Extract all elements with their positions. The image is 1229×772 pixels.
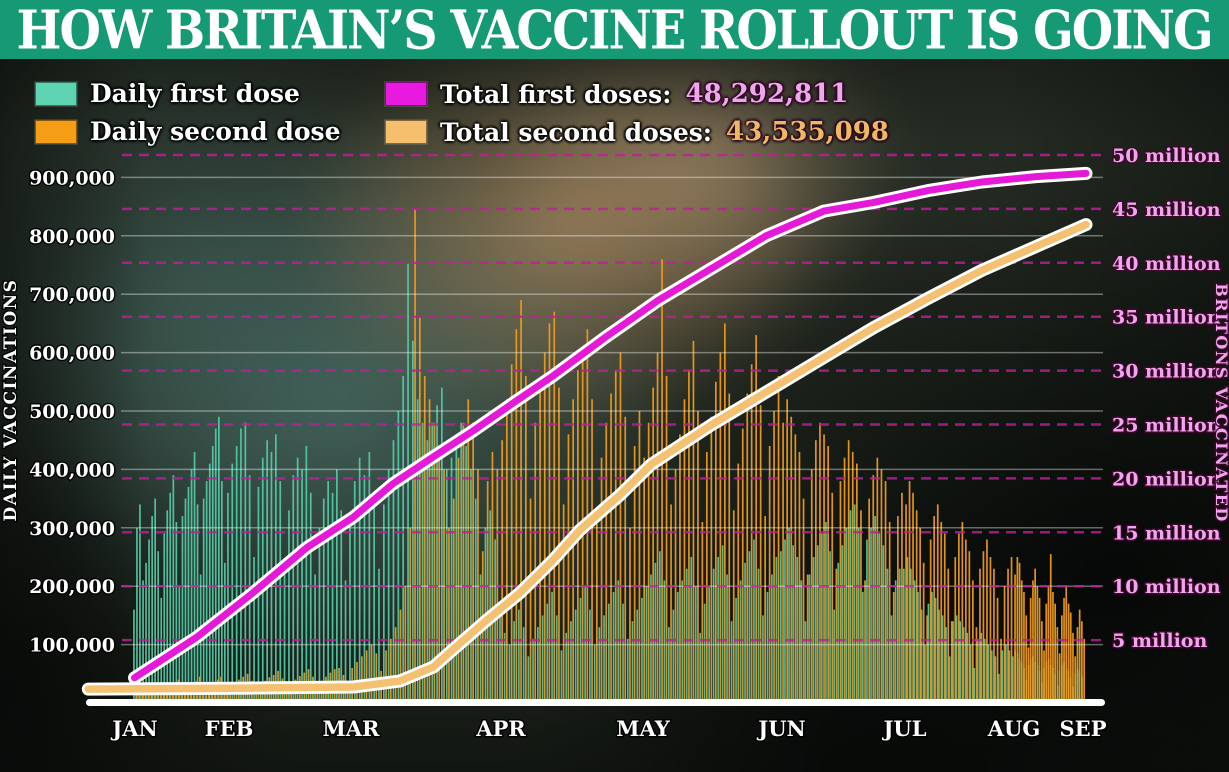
left-tick-label: 300,000	[29, 518, 115, 540]
left-tick-label: 400,000	[29, 459, 115, 481]
legend-item-total-second: Total second doses: 43,535,098	[385, 117, 889, 147]
legend-item-daily-second: Daily second dose	[35, 117, 340, 146]
gridlines-right-axis	[122, 153, 1103, 642]
month-label: SEP	[1060, 716, 1107, 741]
total-second-label: Total second doses:	[440, 117, 713, 147]
left-tick-label: 700,000	[29, 284, 115, 306]
left-tick-label: 500,000	[29, 401, 115, 423]
line-total-second-doses	[81, 218, 1093, 696]
right-tick-label: 10 million	[1112, 576, 1221, 598]
total-first-label: Total first doses:	[440, 79, 672, 109]
left-axis-tick-labels: 100,000 200,000 300,000 400,000 500,000 600,0…	[28, 166, 117, 658]
right-tick-label: 5 million	[1112, 630, 1207, 652]
left-axis-title: DAILY VACCINATIONS	[1, 279, 21, 522]
page-title: HOW BRITAIN’S VACCINE ROLLOUT IS GOING	[16, 0, 1214, 61]
right-axis-tick-labels: 5 million 10 million 15 million 20 million 2…	[1111, 144, 1223, 654]
month-label: JUN	[756, 716, 805, 741]
right-tick-label: 30 million	[1112, 361, 1221, 383]
legend-item-daily-first: Daily first dose	[35, 79, 300, 108]
month-label: AUG	[987, 716, 1041, 741]
x-axis-month-labels: JAN FEB MAR APR MAY JUN JUL AUG SEP	[109, 715, 1108, 743]
daily-second-swatch	[35, 119, 77, 144]
right-tick-label: 15 million	[1112, 522, 1221, 544]
month-label: FEB	[205, 716, 254, 741]
daily-first-swatch	[35, 81, 77, 106]
right-axis-title: BRITONS VACCINATED	[1212, 283, 1229, 523]
right-tick-label: 25 million	[1112, 415, 1221, 437]
left-tick-label: 200,000	[29, 576, 115, 598]
left-tick-label: 900,000	[29, 167, 115, 189]
daily-second-label: Daily second dose	[90, 117, 341, 146]
total-second-value: 43,535,098	[726, 117, 889, 147]
daily-first-label: Daily first dose	[90, 79, 300, 108]
legend-item-total-first: Total first doses: 48,292,811	[385, 79, 848, 109]
right-tick-label: 50 million	[1112, 145, 1221, 167]
total-second-swatch	[385, 120, 427, 144]
right-tick-label: 20 million	[1112, 468, 1221, 490]
right-tick-label: 45 million	[1112, 199, 1221, 221]
month-label: MAR	[323, 716, 381, 741]
right-tick-label: 35 million	[1112, 307, 1221, 329]
total-first-value: 48,292,811	[685, 79, 849, 109]
line-total-first-doses	[128, 166, 1093, 685]
right-tick-label: 40 million	[1112, 253, 1221, 275]
left-tick-label: 600,000	[29, 343, 115, 365]
month-label: JAN	[110, 716, 157, 741]
left-tick-label: 800,000	[29, 226, 115, 248]
title-bar: HOW BRITAIN’S VACCINE ROLLOUT IS GOING	[0, 0, 1229, 61]
month-label: MAY	[616, 716, 670, 741]
month-label: APR	[475, 716, 526, 741]
total-first-swatch	[385, 82, 427, 106]
left-tick-label: 100,000	[29, 635, 115, 657]
month-label: JUL	[881, 716, 926, 741]
x-axis-baseline	[86, 699, 1105, 706]
